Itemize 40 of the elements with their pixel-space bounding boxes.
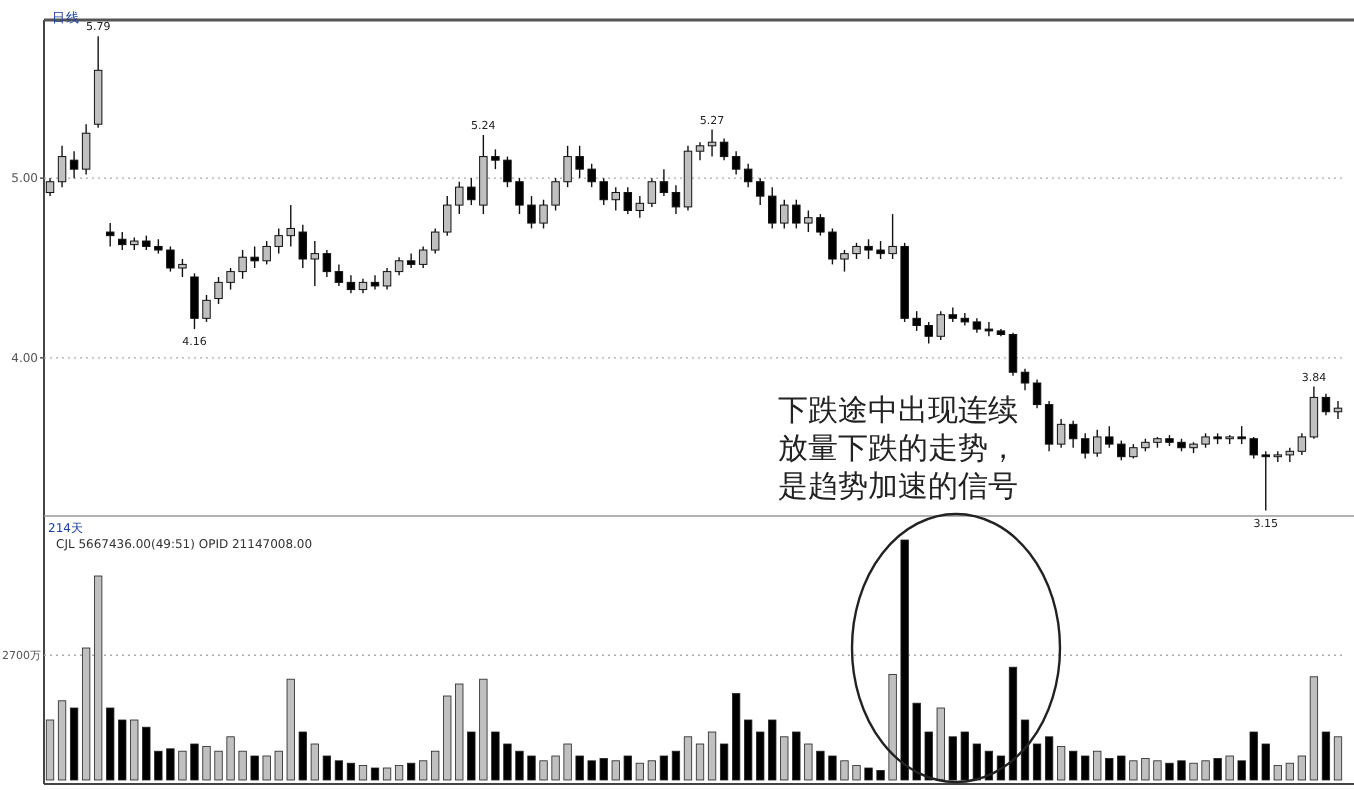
bar — [707, 731, 717, 781]
annotation: 下跌途中出现连续放量下跌的走势，是趋势加速的信号 — [778, 392, 1020, 506]
bar — [1008, 666, 1018, 781]
bar — [719, 743, 729, 781]
bar — [69, 707, 79, 781]
bar — [1044, 736, 1054, 781]
candlestick — [719, 137, 729, 161]
candlestick — [370, 274, 380, 291]
candlestick — [1309, 385, 1319, 440]
bar — [1309, 676, 1319, 781]
candlestick — [57, 145, 67, 188]
bar — [695, 743, 705, 781]
candlestick — [659, 168, 669, 197]
candlestick — [69, 150, 79, 179]
candlestick — [1321, 393, 1331, 417]
bar — [45, 719, 55, 781]
candlestick — [984, 321, 994, 337]
bar — [1321, 731, 1331, 781]
bar — [57, 700, 67, 781]
bar — [671, 750, 681, 781]
bar — [1333, 736, 1343, 781]
bar — [659, 755, 669, 781]
bar — [334, 760, 344, 781]
candlestick — [334, 263, 344, 287]
candlestick — [671, 184, 681, 215]
bar — [1032, 743, 1042, 781]
candlestick — [81, 123, 91, 176]
candlestick — [1032, 378, 1042, 409]
bar — [346, 762, 356, 781]
candlestick — [1020, 367, 1030, 391]
bar — [370, 767, 380, 781]
bar — [683, 736, 693, 781]
bar — [1020, 719, 1030, 781]
bar — [358, 765, 368, 781]
bar — [382, 767, 392, 781]
candlestick — [1044, 400, 1054, 452]
candlestick — [1008, 332, 1018, 377]
candlestick — [382, 267, 392, 291]
candlestick — [105, 222, 115, 248]
bar — [394, 765, 404, 781]
